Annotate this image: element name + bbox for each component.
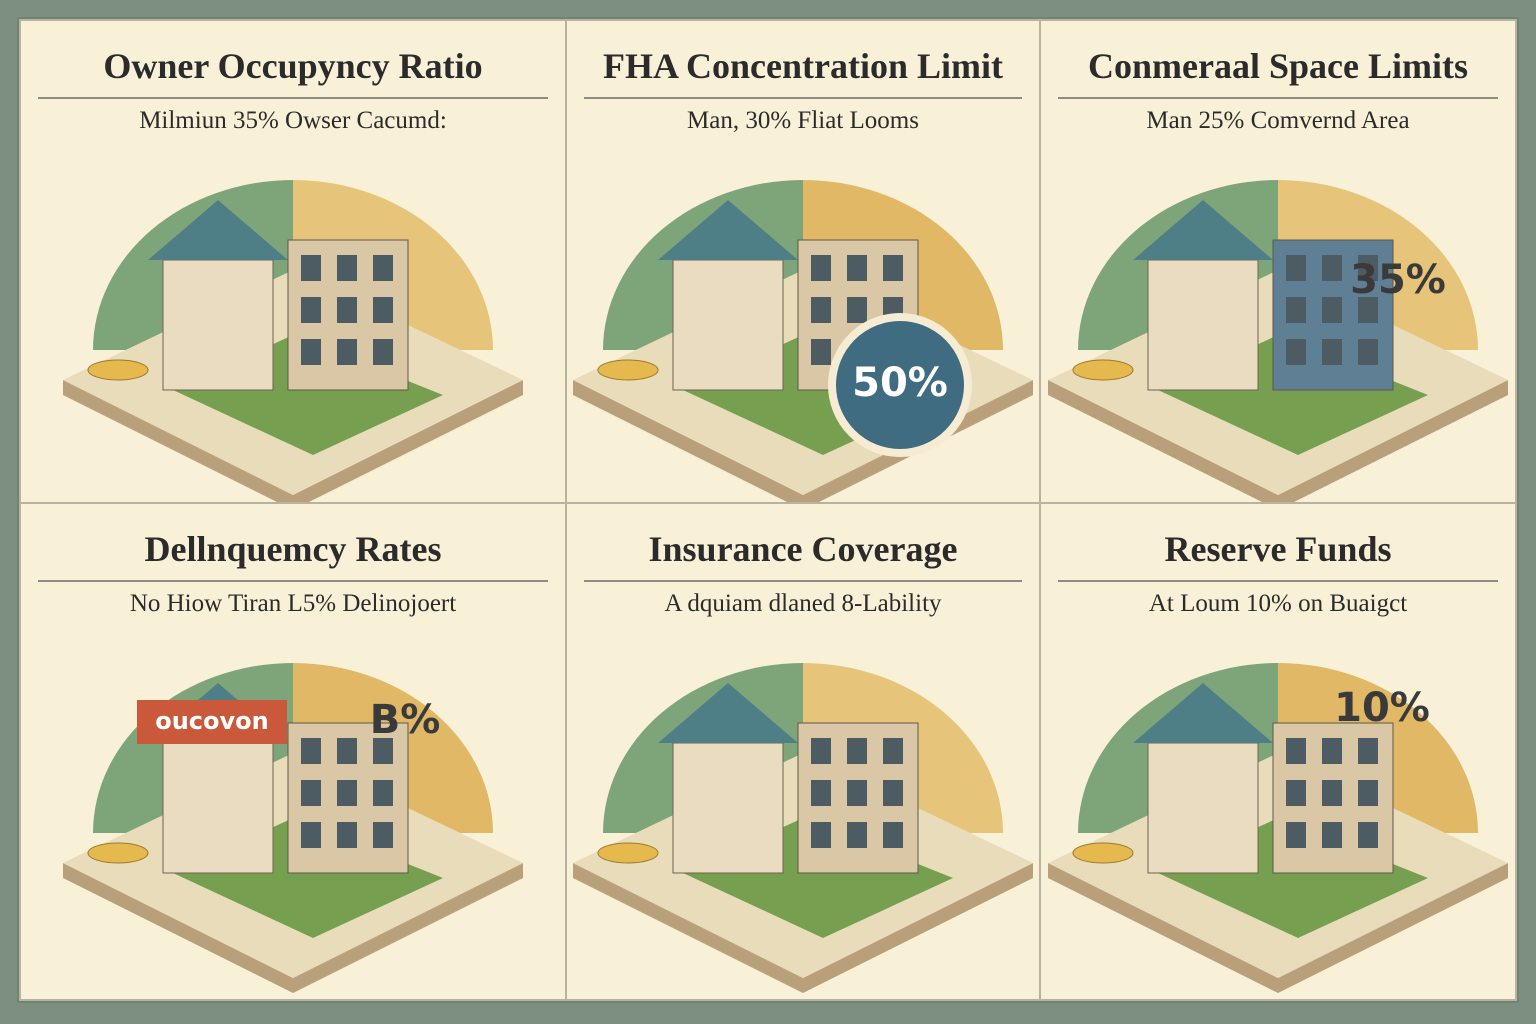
window <box>337 255 357 281</box>
window <box>373 255 393 281</box>
window <box>811 297 831 323</box>
window <box>1286 297 1306 323</box>
window <box>847 822 867 848</box>
window <box>847 780 867 806</box>
roof <box>658 200 798 260</box>
coin-stack <box>597 842 659 864</box>
illustration: 10% <box>1048 663 1508 993</box>
building <box>1147 742 1259 874</box>
window <box>1358 339 1378 365</box>
panel-title: FHA Concentration Limit <box>603 46 1003 86</box>
window <box>811 255 831 281</box>
coin-stack <box>87 842 149 864</box>
window <box>373 780 393 806</box>
illustration: 35% <box>1048 180 1508 510</box>
window <box>337 822 357 848</box>
coin-stack <box>597 359 659 381</box>
panel-subtitle: A dquiam dlaned 8-Lability <box>664 590 942 617</box>
building <box>162 259 274 391</box>
window <box>301 255 321 281</box>
window <box>883 255 903 281</box>
illustration <box>63 180 523 510</box>
window <box>337 780 357 806</box>
window <box>373 297 393 323</box>
label-tag <box>137 700 287 744</box>
badge-label: 35% <box>1350 257 1446 303</box>
building <box>672 742 784 874</box>
window <box>1358 822 1378 848</box>
window <box>1322 780 1342 806</box>
panel-title: Insurance Coverage <box>649 529 958 569</box>
window <box>1286 255 1306 281</box>
panel-title: Reserve Funds <box>1165 529 1392 569</box>
window <box>1358 297 1378 323</box>
coin-stack <box>1072 359 1134 381</box>
window <box>301 780 321 806</box>
window <box>1322 297 1342 323</box>
window <box>847 297 867 323</box>
window <box>373 822 393 848</box>
building <box>1147 259 1259 391</box>
building <box>672 259 784 391</box>
roof <box>658 683 798 743</box>
coin-stack <box>1072 842 1134 864</box>
panel-subtitle: Man 25% Comvernd Area <box>1146 107 1409 134</box>
window <box>301 738 321 764</box>
window <box>373 339 393 365</box>
window <box>373 738 393 764</box>
window <box>883 780 903 806</box>
window <box>301 297 321 323</box>
illustration <box>573 663 1033 993</box>
roof <box>148 200 288 260</box>
window <box>1286 822 1306 848</box>
panel-subtitle: No Hiow Tiran L5% Delinojoert <box>130 590 456 617</box>
badge-label: B% <box>370 697 441 743</box>
window <box>1322 339 1342 365</box>
window <box>337 297 357 323</box>
window <box>1322 255 1342 281</box>
badge-label: oucovon <box>155 707 269 735</box>
window <box>1286 339 1306 365</box>
window <box>811 339 831 365</box>
badge-label: 50% <box>852 360 948 406</box>
window <box>1358 780 1378 806</box>
window <box>337 339 357 365</box>
badge-label: 10% <box>1334 685 1430 731</box>
window <box>1286 738 1306 764</box>
panel-subtitle: At Loum 10% on Buaigct <box>1149 590 1407 617</box>
window <box>811 738 831 764</box>
window <box>1286 780 1306 806</box>
window <box>337 738 357 764</box>
panel-title: Owner Occupyncy Ratio <box>103 46 482 86</box>
window <box>301 339 321 365</box>
window <box>1322 738 1342 764</box>
roof <box>1133 683 1273 743</box>
window <box>847 255 867 281</box>
building <box>162 742 274 874</box>
window <box>1358 255 1378 281</box>
window <box>811 822 831 848</box>
window <box>883 822 903 848</box>
panel-subtitle: Man, 30% Fliat Looms <box>687 107 919 134</box>
window <box>847 738 867 764</box>
panel-subtitle: Milmiun 35% Owser Cacumd: <box>139 107 447 134</box>
window <box>301 822 321 848</box>
window <box>1358 738 1378 764</box>
window <box>811 780 831 806</box>
coin-stack <box>87 359 149 381</box>
roof <box>1133 200 1273 260</box>
panel-title: Conmeraal Space Limits <box>1088 46 1468 86</box>
badge-circle <box>828 313 972 457</box>
illustration: 50% <box>573 180 1033 510</box>
illustration: oucovon B% <box>63 663 523 993</box>
panel-title: Dellnquemcy Rates <box>145 529 442 569</box>
window <box>1322 822 1342 848</box>
window <box>883 738 903 764</box>
